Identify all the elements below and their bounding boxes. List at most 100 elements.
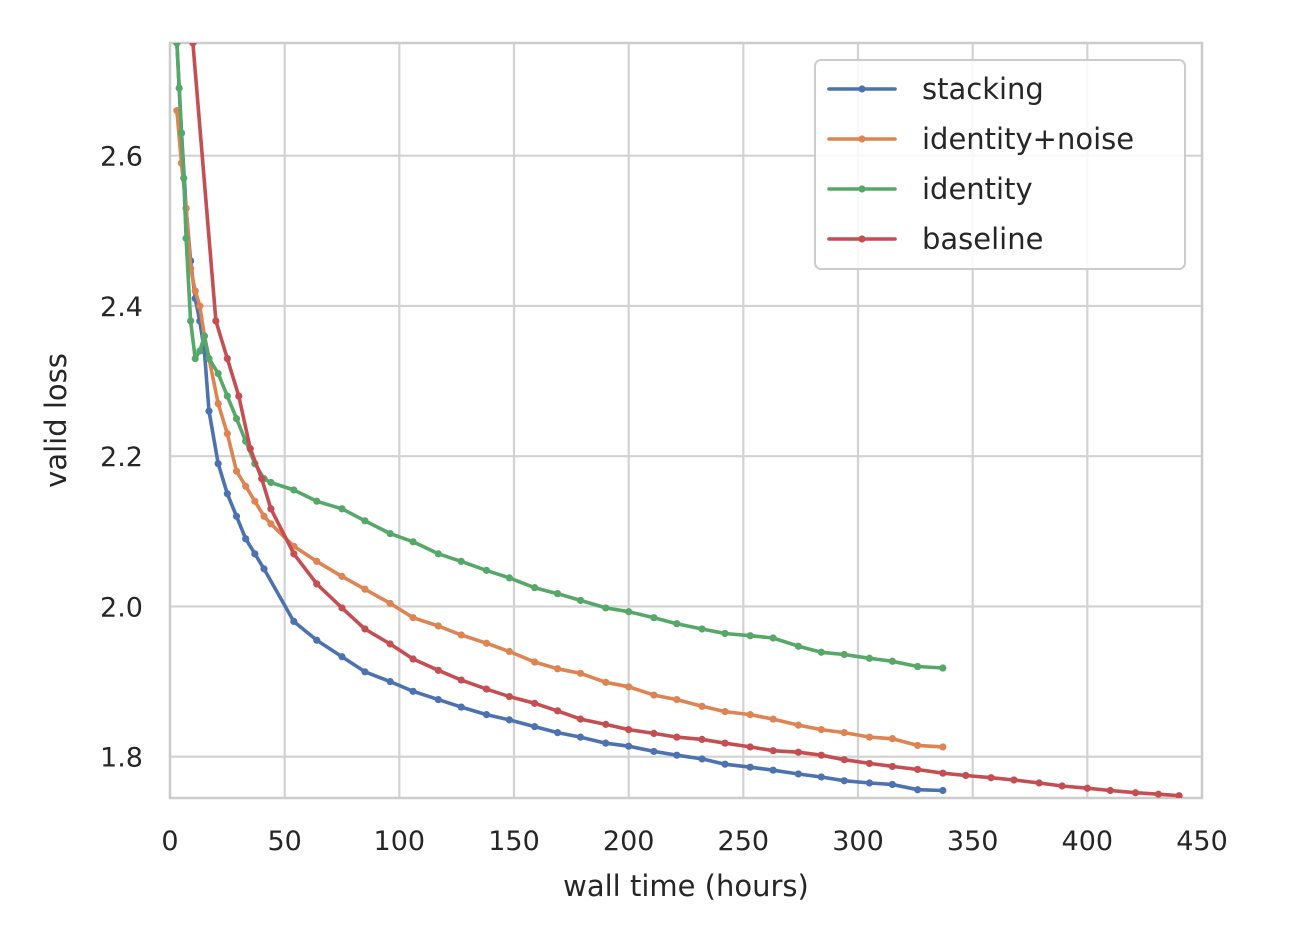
- data-point: [625, 683, 633, 691]
- data-point: [602, 604, 610, 612]
- data-point: [386, 677, 394, 686]
- data-point: [267, 520, 275, 528]
- data-point: [721, 708, 729, 716]
- data-point: [200, 332, 208, 340]
- data-point: [434, 550, 442, 558]
- data-point: [576, 715, 585, 723]
- data-point: [746, 711, 754, 719]
- legend-label: baseline: [922, 222, 1043, 256]
- data-point: [361, 585, 369, 593]
- data-point: [914, 786, 922, 794]
- data-point: [888, 657, 897, 665]
- data-point: [1175, 792, 1183, 798]
- data-point: [223, 490, 231, 498]
- data-point: [914, 741, 922, 750]
- data-point: [246, 445, 254, 453]
- data-point: [182, 234, 190, 242]
- x-tick-label: 250: [718, 826, 770, 857]
- data-point: [769, 747, 777, 755]
- data-point: [313, 557, 321, 565]
- data-point: [939, 664, 947, 672]
- data-point: [290, 486, 298, 494]
- data-point: [457, 557, 465, 565]
- data-point: [191, 287, 199, 295]
- data-point: [409, 655, 417, 663]
- y-axis-label: valid loss: [39, 353, 73, 488]
- data-point: [531, 723, 539, 731]
- data-point: [434, 666, 442, 674]
- data-point: [338, 653, 346, 661]
- data-point: [914, 765, 922, 774]
- data-point: [232, 415, 241, 423]
- data-point: [505, 692, 514, 701]
- data-point: [361, 625, 369, 633]
- data-point: [817, 726, 825, 734]
- data-point: [1035, 779, 1043, 787]
- data-point: [205, 354, 213, 363]
- data-point: [914, 662, 922, 671]
- x-tick-label: 50: [267, 826, 301, 857]
- data-point: [576, 669, 585, 677]
- legend: stacking identity+noise identity baseline: [814, 59, 1186, 270]
- data-point: [482, 711, 491, 719]
- data-point: [576, 596, 585, 605]
- data-point: [242, 535, 250, 543]
- data-point: [602, 739, 610, 747]
- data-point: [386, 640, 394, 648]
- data-point: [746, 632, 754, 640]
- series-line: [175, 43, 945, 793]
- data-point: [650, 691, 658, 699]
- data-point: [258, 475, 266, 483]
- data-point: [313, 636, 321, 644]
- data-point: [338, 604, 346, 612]
- data-point: [214, 369, 222, 378]
- data-point: [962, 771, 970, 780]
- data-point: [939, 743, 947, 751]
- data-point: [232, 467, 241, 475]
- x-axis-ticks: 0 50 100 150 200 250 300 350 400 450: [161, 826, 1227, 857]
- data-point: [840, 777, 848, 785]
- legend-label: stacking: [922, 72, 1044, 106]
- data-point: [939, 786, 947, 795]
- data-point: [746, 763, 754, 771]
- data-point: [223, 392, 231, 400]
- data-point: [1106, 786, 1114, 795]
- y-tick-label: 2.4: [100, 292, 143, 323]
- data-point: [888, 735, 897, 743]
- data-point: [434, 695, 442, 704]
- data-point: [189, 43, 197, 47]
- data-point: [260, 565, 268, 573]
- y-axis-ticks: 1.8 2.0 2.2 2.4 2.6: [100, 142, 143, 774]
- data-point: [223, 354, 231, 363]
- data-point: [386, 599, 394, 608]
- data-point: [409, 538, 417, 546]
- data-point: [673, 733, 681, 741]
- data-point: [602, 678, 610, 686]
- data-point: [482, 566, 491, 574]
- y-tick-label: 2.6: [100, 142, 143, 173]
- data-point: [987, 774, 995, 782]
- data-point: [361, 668, 369, 676]
- data-point: [794, 770, 802, 778]
- data-point: [625, 742, 633, 750]
- data-point: [338, 505, 346, 513]
- data-point: [196, 347, 204, 355]
- data-point: [338, 572, 346, 580]
- legend-swatch-marker: [858, 85, 866, 93]
- y-tick-label: 1.8: [100, 743, 143, 774]
- legend-swatch-marker: [858, 235, 866, 243]
- data-point: [865, 759, 874, 768]
- data-point: [187, 317, 195, 325]
- data-point: [235, 392, 243, 400]
- data-point: [242, 482, 250, 490]
- data-point: [482, 639, 491, 647]
- data-point: [386, 529, 394, 538]
- legend-swatch-marker: [858, 185, 866, 193]
- x-tick-label: 100: [374, 826, 426, 857]
- x-tick-label: 350: [947, 826, 999, 857]
- data-point: [457, 703, 465, 711]
- data-point: [505, 647, 514, 656]
- data-point: [769, 634, 777, 642]
- x-axis-label: wall time (hours): [563, 869, 809, 903]
- data-point: [817, 751, 825, 759]
